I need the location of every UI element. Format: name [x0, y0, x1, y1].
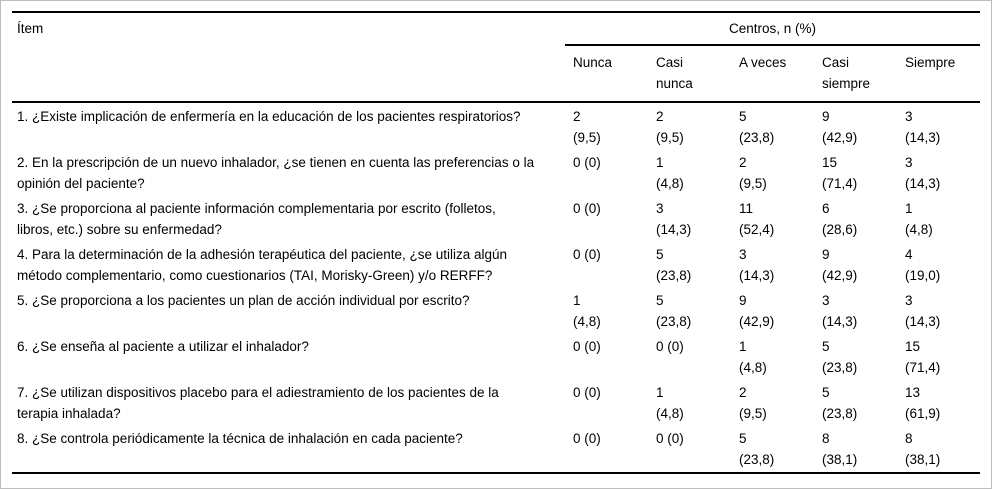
cell-a-veces: 1 (4,8) [739, 339, 767, 375]
cell-siempre: 1 (4,8) [905, 201, 933, 237]
cell-casi-siempre: 8 (38,1) [814, 425, 897, 474]
cell-a-veces: 5 (23,8) [739, 109, 775, 145]
col-header-nunca: Nunca [565, 45, 648, 103]
cell-siempre: 3 (14,3) [905, 155, 941, 191]
col-header-casi-nunca: Casi nunca [648, 45, 731, 103]
cell-casi-nunca: 1 (4,8) [656, 385, 684, 421]
cell-casi-siempre: 5 (23,8) [822, 385, 858, 421]
item-question: 6. ¿Se enseña al paciente a utilizar el … [17, 339, 309, 354]
cell-casi-siempre: 9 (42,9) [822, 109, 858, 145]
cell-siempre: 15 (71,4) [905, 339, 941, 375]
centros-group-header: Centros, n (%) [565, 11, 980, 46]
col-header-siempre: Siempre [897, 45, 980, 103]
cell-casi-nunca: 3 (14,3) [656, 201, 692, 237]
column-header-row: Nunca Casi nunca A veces Casi siempre Si… [12, 45, 980, 103]
cell-casi-nunca: 1 (4,8) [656, 155, 684, 191]
table-row: 4. Para la determinación de la adhesión … [12, 241, 980, 287]
cell-siempre: 3 (14,3) [905, 109, 941, 145]
table-row: 6. ¿Se enseña al paciente a utilizar el … [12, 333, 980, 379]
cell-casi-siempre: 9 (42,9) [822, 247, 858, 283]
cell-nunca: 0 (0) [573, 247, 601, 262]
cell-casi-siempre: 6 (28,6) [822, 201, 858, 237]
col-header-a-veces: A veces [731, 45, 814, 103]
cell-a-veces: 5 (23,8) [731, 425, 814, 474]
cell-nunca: 0 (0) [573, 385, 601, 400]
cell-casi-nunca: 5 (23,8) [656, 247, 692, 283]
item-question: 8. ¿Se controla periódicamente la técnic… [12, 425, 565, 474]
cell-a-veces: 3 (14,3) [739, 247, 775, 283]
cell-siempre: 13 (61,9) [905, 385, 941, 421]
cell-nunca: 0 (0) [565, 425, 648, 474]
table-row: 5. ¿Se proporciona a los pacientes un pl… [12, 287, 980, 333]
cell-a-veces: 11 (52,4) [739, 201, 775, 237]
table-row: 7. ¿Se utilizan dispositivos placebo par… [12, 379, 980, 425]
cell-casi-nunca: 5 (23,8) [656, 293, 692, 329]
cell-casi-siempre: 3 (14,3) [822, 293, 858, 329]
table-row: 1. ¿Existe implicación de enfermería en … [12, 102, 980, 149]
cell-casi-nunca: 0 (0) [648, 425, 731, 474]
cell-siempre: 4 (19,0) [905, 247, 941, 283]
survey-results-table: Ítem Centros, n (%) Nunca Casi nunca A v… [12, 11, 980, 474]
item-question: 2. En la prescripción de un nuevo inhala… [17, 155, 535, 191]
cell-nunca: 0 (0) [573, 155, 601, 170]
cell-casi-siempre: 15 (71,4) [822, 155, 858, 191]
table-row: 8. ¿Se controla periódicamente la técnic… [12, 425, 980, 474]
group-header-row: Ítem Centros, n (%) [12, 11, 980, 103]
item-question: 4. Para la determinación de la adhesión … [17, 247, 508, 283]
item-question: 7. ¿Se utilizan dispositivos placebo par… [17, 385, 499, 421]
cell-casi-siempre: 5 (23,8) [822, 339, 858, 375]
item-question: 1. ¿Existe implicación de enfermería en … [17, 109, 521, 124]
item-column-header: Ítem [12, 11, 565, 103]
cell-nunca: 2 (9,5) [573, 109, 601, 145]
cell-a-veces: 2 (9,5) [739, 155, 767, 191]
col-header-casi-siempre: Casi siempre [814, 45, 897, 103]
cell-casi-nunca: 2 (9,5) [656, 109, 684, 145]
table-row: 3. ¿Se proporciona al paciente informaci… [12, 195, 980, 241]
cell-a-veces: 9 (42,9) [739, 293, 775, 329]
cell-siempre: 3 (14,3) [905, 293, 941, 329]
cell-nunca: 0 (0) [573, 339, 601, 354]
cell-casi-nunca: 0 (0) [656, 339, 684, 354]
cell-siempre: 8 (38,1) [897, 425, 980, 474]
item-question: 3. ¿Se proporciona al paciente informaci… [17, 201, 496, 237]
item-question: 5. ¿Se proporciona a los pacientes un pl… [17, 293, 470, 308]
cell-nunca: 1 (4,8) [573, 293, 601, 329]
cell-a-veces: 2 (9,5) [739, 385, 767, 421]
table-row: 2. En la prescripción de un nuevo inhala… [12, 149, 980, 195]
cell-nunca: 0 (0) [573, 201, 601, 216]
